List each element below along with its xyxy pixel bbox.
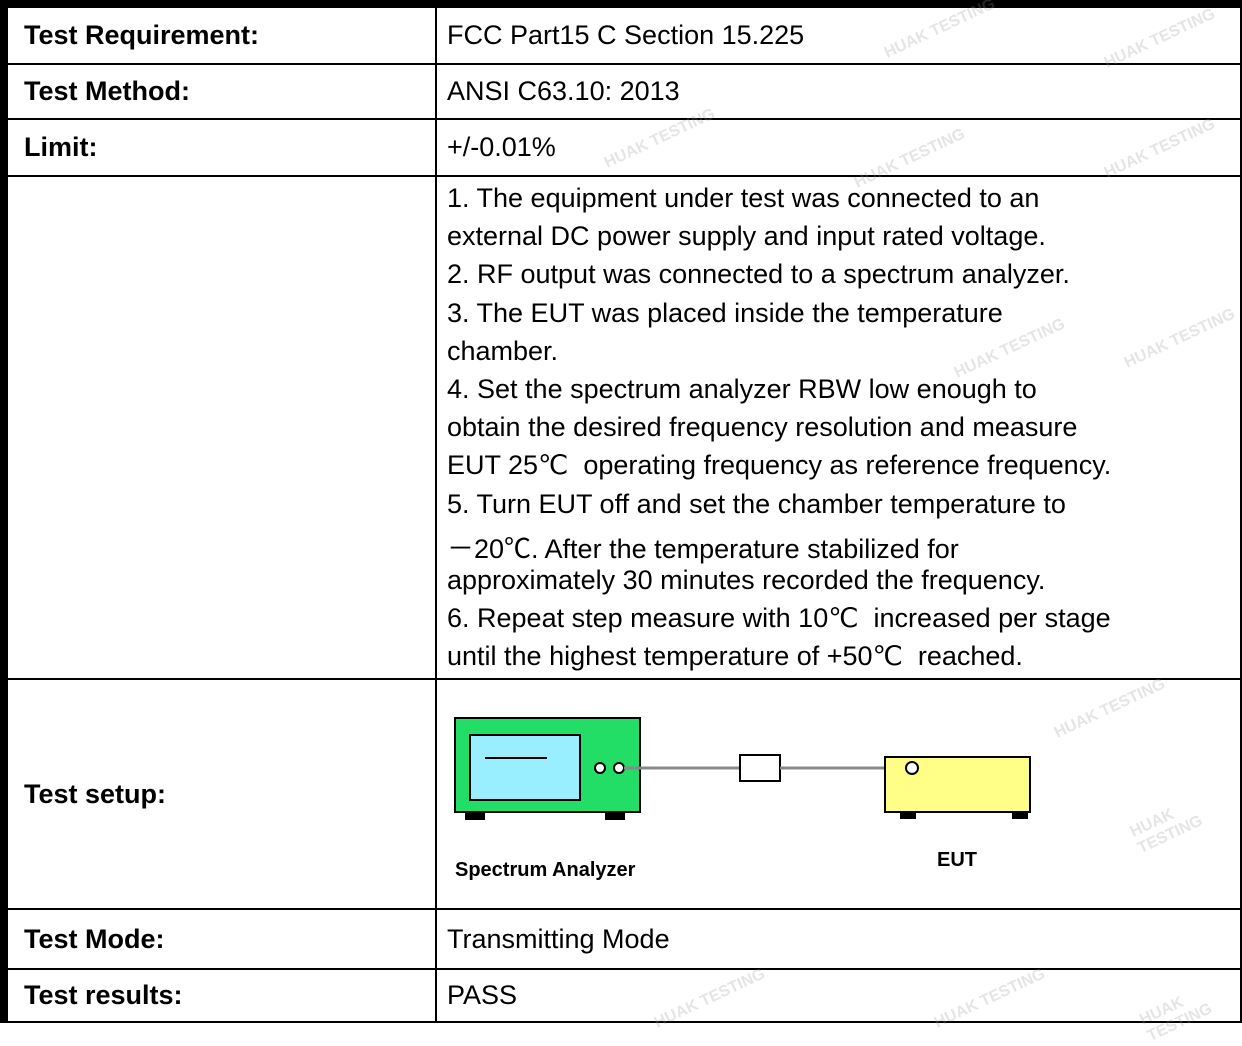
value-cell: ANSI C63.10: 2013 bbox=[437, 65, 1242, 120]
procedure-line: －20℃. After the temperature stabilized f… bbox=[447, 533, 959, 564]
value-cell: Transmitting Mode bbox=[437, 910, 1242, 970]
procedure-line: approximately 30 minutes recorded the fr… bbox=[447, 565, 1046, 595]
value-cell: FCC Part15 C Section 15.225 bbox=[437, 8, 1242, 65]
procedure-line: 4. Set the spectrum analyzer RBW low eno… bbox=[447, 374, 1037, 404]
procedure-line: 5. Turn EUT off and set the chamber temp… bbox=[447, 488, 1066, 519]
procedure-line: 6. Repeat step measure with 10℃ increase… bbox=[447, 603, 1111, 634]
procedure-line: 1. The equipment under test was connecte… bbox=[447, 183, 1040, 213]
value-cell: +/-0.01% bbox=[437, 120, 1242, 177]
procedure-line: 2. RF output was connected to a spectrum… bbox=[447, 259, 1070, 290]
label-cell: Test Requirement: bbox=[0, 8, 437, 65]
eut-label: EUT bbox=[937, 849, 977, 871]
label-cell: Test setup: bbox=[0, 680, 437, 910]
setup-diagram: Spectrum Analyzer EUT bbox=[454, 717, 1031, 881]
value-cell bbox=[437, 177, 1242, 680]
value-cell: PASS bbox=[437, 970, 1242, 1023]
label-cell: Test results: bbox=[0, 970, 437, 1023]
procedure-line: EUT 25℃ operating frequency as reference… bbox=[447, 450, 1112, 481]
label-cell: Limit: bbox=[0, 120, 437, 177]
label-cell: Test Mode: bbox=[0, 910, 437, 970]
procedure-line: until the highest temperature of +50℃ re… bbox=[447, 641, 1023, 672]
value-cell bbox=[437, 680, 1242, 910]
procedure-line: chamber. bbox=[447, 335, 559, 366]
label-cell: Test Method: bbox=[0, 65, 437, 120]
top-border bbox=[0, 0, 1242, 8]
procedure-line: external DC power supply and input rated… bbox=[447, 221, 1046, 252]
analyzer-label: Spectrum Analyzer bbox=[455, 859, 636, 881]
procedure-line: 3. The EUT was placed inside the tempera… bbox=[447, 297, 1003, 328]
label-cell bbox=[0, 177, 437, 680]
procedure-line: obtain the desired frequency resolution … bbox=[447, 412, 1078, 443]
